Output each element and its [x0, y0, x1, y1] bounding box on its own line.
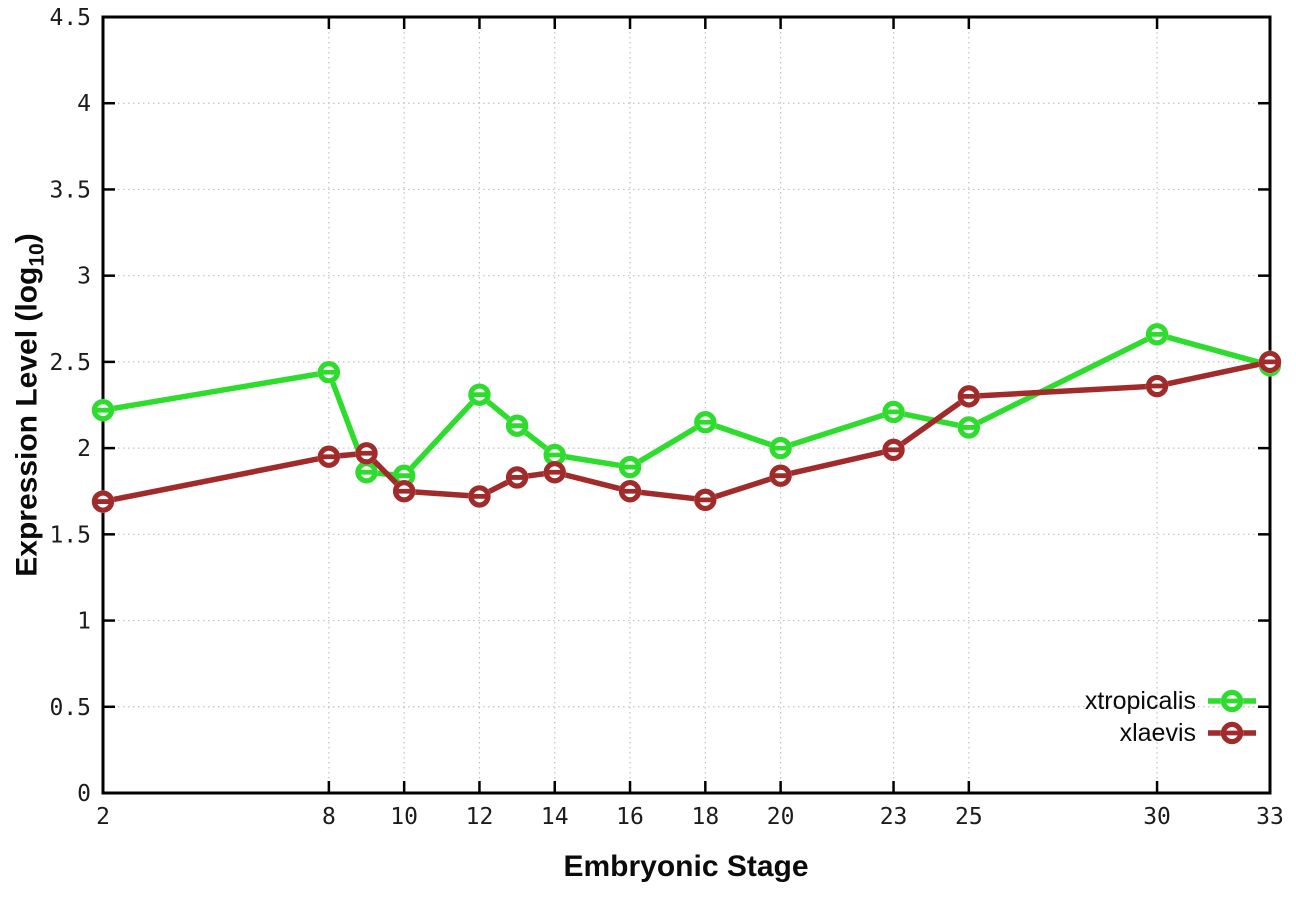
data-point-xtropicalis-ring [957, 416, 981, 439]
legend-label: xlaevis [1119, 718, 1196, 747]
legend-point-ring [1220, 689, 1244, 713]
legend-label: xtropicalis [1084, 686, 1196, 715]
data-point-xlaevis-ring [317, 445, 341, 468]
series-xlaevis [91, 350, 1282, 513]
data-point-xtropicalis-ring [882, 400, 905, 424]
y-tick-label: 0 [77, 781, 91, 807]
x-axis-label: Embryonic Stage [563, 850, 809, 883]
data-point-xtropicalis-ring [694, 411, 717, 434]
x-tick-label: 18 [691, 804, 719, 830]
y-tick-label: 3 [77, 264, 91, 290]
y-axis-label-main: Expression Level (log [10, 266, 44, 577]
y-tick-label: 1 [77, 609, 91, 635]
x-tick-label: 8 [322, 804, 336, 830]
x-tick-label: 16 [616, 804, 644, 830]
data-point-xlaevis-ring [355, 442, 378, 465]
data-point-xlaevis-ring [543, 461, 566, 484]
x-tick-label: 33 [1256, 804, 1284, 830]
plot-border [101, 15, 1272, 795]
y-axis-label-subscript: 10 [25, 243, 49, 267]
data-point-xtropicalis-ring [317, 361, 341, 384]
data-point-xtropicalis-ring [1145, 323, 1169, 346]
data-point-xtropicalis-ring [505, 414, 529, 437]
y-axis-label-end: ) [10, 233, 44, 244]
legend-marker-xtropicalis [1208, 689, 1256, 713]
legend-item-xlaevis: xlaevis [1085, 718, 1258, 748]
data-point-xlaevis-ring [957, 385, 981, 408]
data-point-xlaevis-ring [392, 480, 416, 503]
legend-marker-xlaevis [1208, 721, 1256, 745]
legend: xtropicalis xlaevis [1085, 686, 1258, 748]
y-tick-label: 2 [77, 436, 91, 462]
data-point-xtropicalis-ring [468, 383, 491, 406]
data-point-xtropicalis-ring [91, 398, 115, 422]
x-tick-label: 30 [1143, 804, 1171, 830]
y-tick-label: 4.5 [49, 5, 91, 31]
data-point-xlaevis-ring [769, 464, 792, 487]
data-point-xlaevis-ring [505, 466, 529, 489]
series-xtropicalis [91, 322, 1282, 488]
y-tick-label: 2.5 [49, 350, 91, 376]
x-tick-label: 25 [955, 804, 983, 830]
y-tick-label: 1.5 [49, 522, 91, 548]
data-point-xtropicalis-ring [769, 436, 792, 460]
data-point-xlaevis-ring [91, 490, 115, 513]
x-tick-label: 14 [541, 804, 569, 830]
x-tick-label: 12 [466, 804, 494, 830]
data-point-xlaevis-ring [618, 480, 642, 503]
y-axis-label: Expression Level (log10) [11, 233, 50, 576]
series-xtropicalis-line [100, 331, 1273, 479]
data-point-xlaevis-ring [468, 485, 491, 508]
legend-point-ring [1220, 721, 1244, 745]
legend-item-xtropicalis: xtropicalis [1085, 686, 1258, 716]
data-point-xlaevis-ring [1145, 374, 1169, 398]
data-point-xlaevis-ring [882, 438, 905, 462]
x-tick-label: 20 [767, 804, 795, 830]
x-tick-label: 2 [96, 804, 110, 830]
y-tick-label: 3.5 [49, 177, 91, 203]
y-tick-label: 4 [77, 91, 91, 117]
data-point-xlaevis-ring [694, 488, 717, 512]
x-tick-label: 10 [390, 804, 418, 830]
y-tick-label: 0.5 [49, 695, 91, 721]
data-point-xtropicalis-ring [618, 455, 642, 479]
x-tick-label: 23 [880, 804, 908, 830]
data-point-xlaevis-ring [1258, 350, 1282, 374]
